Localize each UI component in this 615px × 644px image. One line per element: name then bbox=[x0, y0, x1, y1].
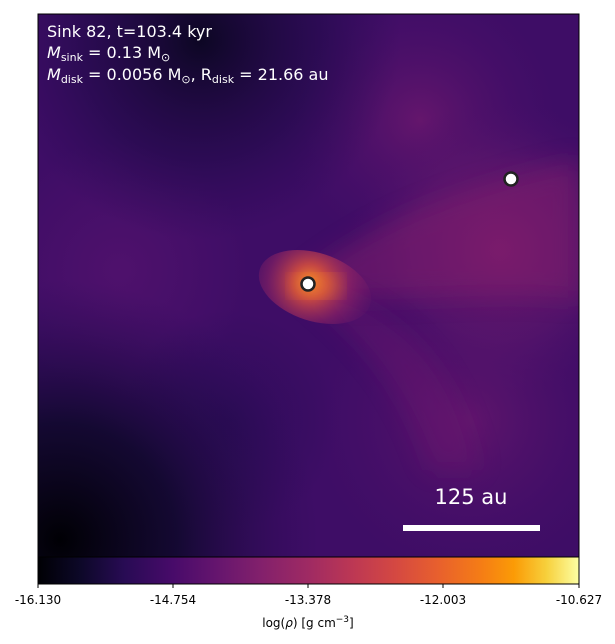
annotation-sink-mass: Msink = 0.13 M⊙ bbox=[47, 43, 170, 64]
colorbar-tick-label: -12.003 bbox=[420, 593, 466, 607]
sink-secondary-marker bbox=[503, 171, 519, 187]
scale-bar bbox=[403, 525, 540, 531]
sink-primary-marker bbox=[300, 276, 316, 292]
scale-bar-label: 125 au bbox=[435, 485, 508, 509]
colorbar-tick-label: -14.754 bbox=[150, 593, 196, 607]
colorbar-tick-label: -16.130 bbox=[15, 593, 61, 607]
colorbar-label: log(ρ) [g cm−3] bbox=[262, 615, 353, 630]
colorbar bbox=[37, 556, 580, 585]
colorbar-tick-label: -13.378 bbox=[285, 593, 331, 607]
colorbar-ticks bbox=[37, 584, 580, 588]
annotation-title: Sink 82, t=103.4 kyr bbox=[47, 22, 212, 41]
colorbar-tick-label: -10.627 bbox=[556, 593, 602, 607]
annotation-disk-props: Mdisk = 0.0056 M⊙, Rdisk = 21.66 au bbox=[47, 65, 328, 86]
